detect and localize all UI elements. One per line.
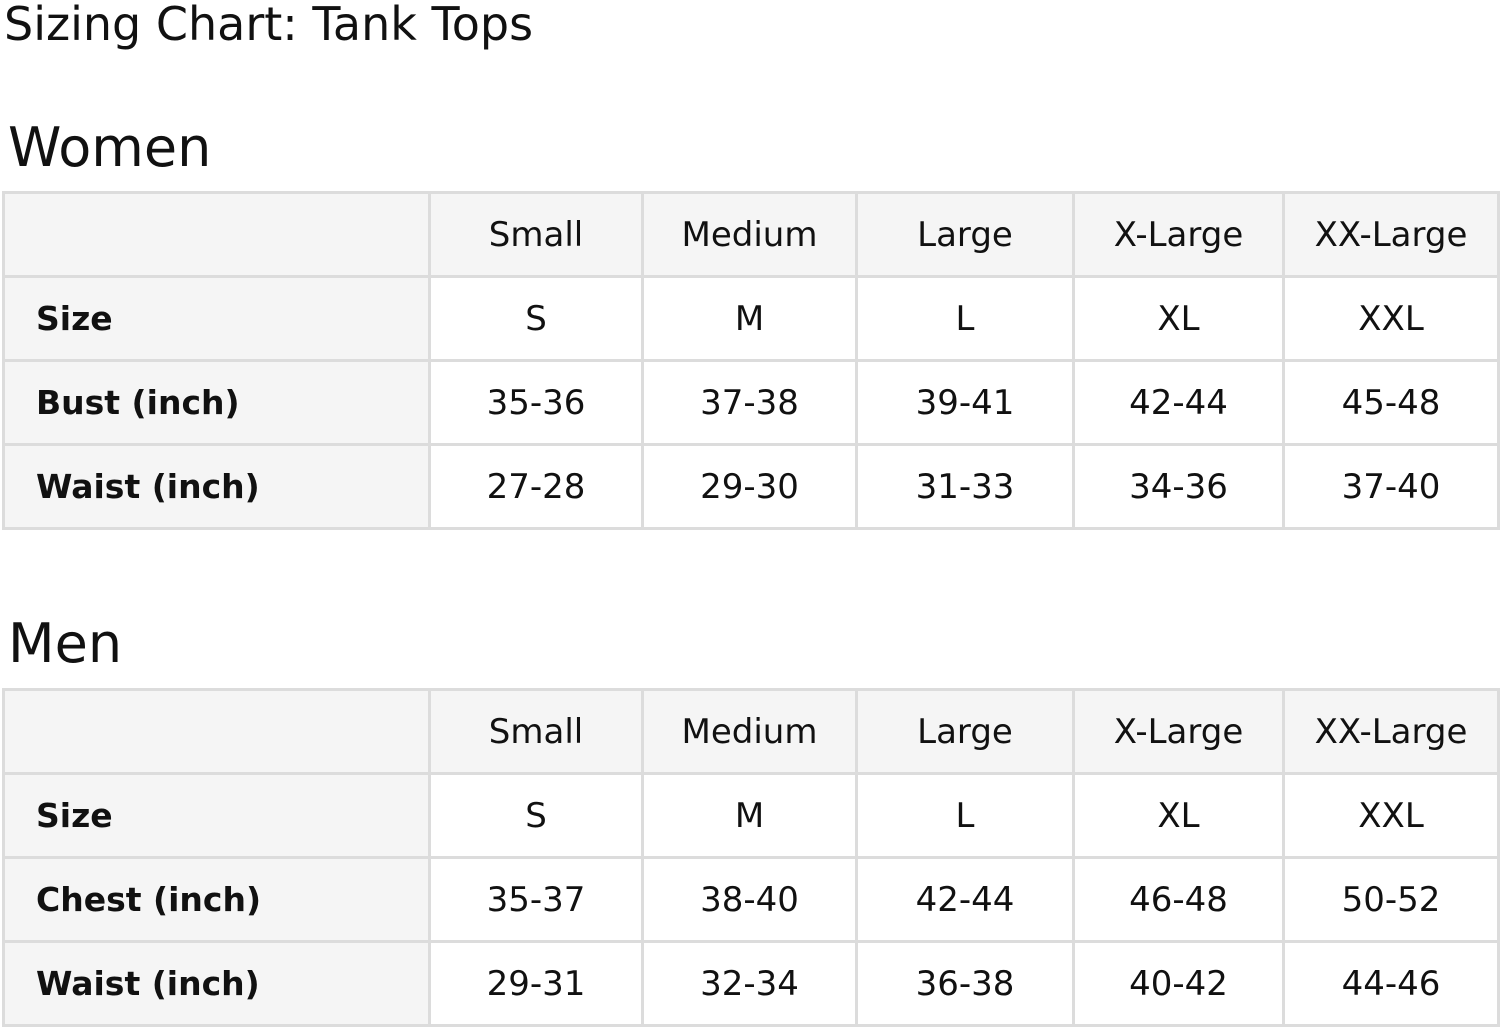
table-cell: 50-52	[1282, 856, 1500, 943]
table-cell: 36-38	[855, 940, 1075, 1027]
table-cell: 29-30	[641, 443, 858, 530]
table-cell: M	[641, 275, 858, 362]
column-header: Small	[428, 191, 644, 278]
women-size-table: Small Medium Large X-Large XX-Large Size S M L XL…	[2, 191, 1500, 530]
table-row: Bust (inch) 35-36 37-38 39-41 42-44 45-48	[2, 359, 1500, 446]
row-label: Size	[2, 275, 431, 362]
women-heading: Women	[8, 116, 212, 179]
table-cell: 37-38	[641, 359, 858, 446]
table-cell: 44-46	[1282, 940, 1500, 1027]
table-row: Waist (inch) 27-28 29-30 31-33 34-36 37-40	[2, 443, 1500, 530]
table-cell: 42-44	[1072, 359, 1285, 446]
column-header: X-Large	[1072, 688, 1285, 775]
table-cell: S	[428, 275, 644, 362]
row-label: Bust (inch)	[2, 359, 431, 446]
row-label: Waist (inch)	[2, 443, 431, 530]
table-cell: 46-48	[1072, 856, 1285, 943]
row-label: Chest (inch)	[2, 856, 431, 943]
table-cell: XL	[1072, 275, 1285, 362]
table-cell: L	[855, 772, 1075, 859]
table-cell: XL	[1072, 772, 1285, 859]
page-title: Sizing Chart: Tank Tops	[4, 0, 534, 51]
table-cell: 35-36	[428, 359, 644, 446]
table-cell: 35-37	[428, 856, 644, 943]
table-cell: 34-36	[1072, 443, 1285, 530]
row-label: Waist (inch)	[2, 940, 431, 1027]
header-row: Small Medium Large X-Large XX-Large	[2, 688, 1500, 775]
column-header: X-Large	[1072, 191, 1285, 278]
table-cell: L	[855, 275, 1075, 362]
column-header: XX-Large	[1282, 688, 1500, 775]
header-row: Small Medium Large X-Large XX-Large	[2, 191, 1500, 278]
column-header: Medium	[641, 191, 858, 278]
table-cell: 31-33	[855, 443, 1075, 530]
men-heading: Men	[8, 612, 123, 675]
table-cell: 39-41	[855, 359, 1075, 446]
table-row: Chest (inch) 35-37 38-40 42-44 46-48 50-52	[2, 856, 1500, 943]
table-cell: 45-48	[1282, 359, 1500, 446]
table-cell: S	[428, 772, 644, 859]
table-row: Waist (inch) 29-31 32-34 36-38 40-42 44-46	[2, 940, 1500, 1027]
table-cell: 42-44	[855, 856, 1075, 943]
table-cell: XXL	[1282, 772, 1500, 859]
table-cell: 40-42	[1072, 940, 1285, 1027]
table-cell: 37-40	[1282, 443, 1500, 530]
men-size-table: Small Medium Large X-Large XX-Large Size S M L XL…	[2, 688, 1500, 1027]
table-cell: M	[641, 772, 858, 859]
column-header: Small	[428, 688, 644, 775]
table-row: Size S M L XL XXL	[2, 772, 1500, 859]
table-row: Size S M L XL XXL	[2, 275, 1500, 362]
table-cell: 32-34	[641, 940, 858, 1027]
row-label: Size	[2, 772, 431, 859]
table-cell: 38-40	[641, 856, 858, 943]
column-header: Medium	[641, 688, 858, 775]
column-header: XX-Large	[1282, 191, 1500, 278]
table-cell: 29-31	[428, 940, 644, 1027]
table-cell: 27-28	[428, 443, 644, 530]
column-header: Large	[855, 191, 1075, 278]
table-cell: XXL	[1282, 275, 1500, 362]
corner-cell	[2, 191, 431, 278]
corner-cell	[2, 688, 431, 775]
column-header: Large	[855, 688, 1075, 775]
